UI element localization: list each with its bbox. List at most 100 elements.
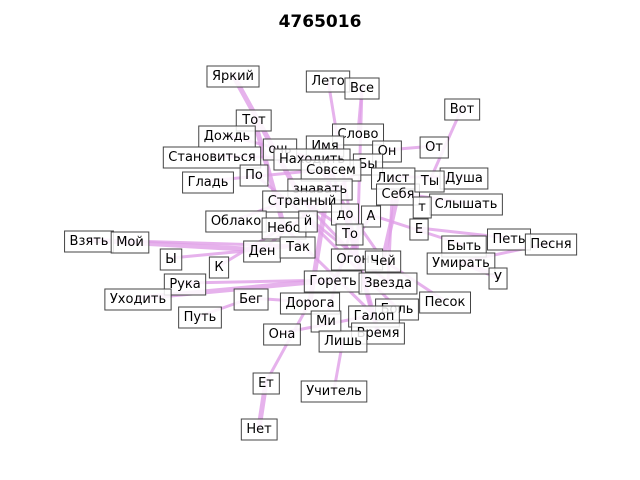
node-den: Ден [243, 240, 281, 263]
node-label: Учитель [306, 384, 362, 399]
node-label: Она [269, 327, 296, 342]
node-pet: Петь [486, 228, 532, 251]
node-label: Ден [249, 244, 276, 259]
node-label: Ет [258, 376, 274, 391]
node-label: Умирать [432, 256, 490, 271]
node-label: Рука [169, 277, 200, 292]
node-box [263, 323, 301, 346]
node-label: Все [350, 81, 374, 96]
node-vse: Все [344, 77, 380, 100]
node-t_mid: т [412, 196, 432, 219]
node-box [208, 256, 230, 279]
node-po: По [239, 164, 269, 187]
node-oblako: Облако [205, 210, 267, 233]
node-box [162, 146, 262, 169]
node-label: Лето [311, 74, 344, 89]
node-k: К [208, 256, 230, 279]
node-tak: Так [279, 236, 316, 259]
node-strannyy: Странный [262, 190, 342, 213]
node-box [335, 223, 364, 246]
node-box [344, 77, 380, 100]
node-goret: Гореть [303, 270, 363, 293]
node-label: От [425, 140, 443, 155]
node-put: Путь [178, 306, 222, 329]
node-doroga: Дорога [279, 292, 341, 315]
node-stanovitsya: Становиться [162, 146, 262, 169]
node-label: Петь [492, 232, 525, 247]
node-box [409, 218, 429, 241]
node-label: Яркий [212, 69, 254, 84]
node-zvezda: Звезда [358, 272, 418, 295]
node-box [300, 380, 368, 403]
node-label: Так [285, 240, 310, 255]
node-label: Облако [211, 214, 261, 229]
node-label: Дорога [285, 296, 334, 311]
node-label: Песня [530, 237, 571, 252]
node-box [364, 250, 402, 273]
node-mir: Ми [310, 310, 342, 333]
node-pesok: Песок [419, 291, 472, 314]
node-box [163, 273, 207, 296]
node-to: То [335, 223, 364, 246]
node-label: Бег [239, 292, 263, 307]
node-do: до [331, 203, 360, 226]
node-label: Мой [116, 235, 144, 250]
node-umirat: Умирать [426, 252, 496, 275]
node-net: Нет [240, 418, 278, 441]
node-box [159, 248, 183, 271]
node-pesnya: Песня [524, 233, 578, 256]
node-label: Вот [450, 102, 475, 117]
node-dozhd: Дождь [198, 125, 256, 148]
node-box [488, 267, 508, 290]
node-label: Небо [267, 221, 301, 236]
node-label: У [494, 271, 502, 286]
node-box [178, 306, 222, 329]
node-box [233, 288, 269, 311]
node-a_mid: А [361, 205, 382, 228]
node-vot: Вот [444, 98, 481, 121]
node-box [298, 210, 318, 233]
node-slovo: Слово [332, 123, 385, 146]
node-box [426, 252, 496, 275]
node-label: Ми [316, 314, 336, 329]
node-beg: Бег [233, 288, 269, 311]
node-leto: Лето [305, 70, 351, 93]
node-moy: Мой [110, 231, 150, 254]
node-label: То [341, 227, 358, 242]
node-label: Лишь [324, 334, 362, 349]
node-uhodit: Уходить [104, 288, 172, 311]
node-sovsem: Совсем [300, 159, 362, 182]
node-box [414, 170, 445, 193]
node-label: Галоп [354, 309, 395, 324]
node-label: Путь [184, 310, 217, 325]
node-label: Гореть [309, 274, 356, 289]
node-dusha: Душа [439, 167, 489, 190]
node-label: Ы [165, 252, 176, 267]
node-galop: Галоп [348, 305, 400, 328]
node-box [412, 196, 432, 219]
node-label: Гладь [188, 175, 229, 190]
node-label: Слышать [435, 197, 498, 212]
node-label: Становиться [168, 150, 255, 165]
node-label: Песок [425, 295, 466, 310]
node-label: Слово [338, 127, 379, 142]
node-ruka: Рука [163, 273, 207, 296]
node-box [419, 136, 449, 159]
node-lish: Лишь [318, 330, 368, 353]
node-box [239, 164, 269, 187]
node-label: Странный [268, 194, 337, 209]
graph-title: 4765016 [278, 12, 362, 32]
node-box [252, 372, 280, 395]
node-label: Нет [246, 422, 272, 437]
node-y_left: Ы [159, 248, 183, 271]
node-label: По [245, 168, 263, 183]
node-box [358, 272, 418, 295]
node-y_mid: й [298, 210, 318, 233]
node-e_mid: Е [409, 218, 429, 241]
node-sebya: Себя [376, 183, 420, 206]
node-box [182, 171, 234, 194]
node-box [376, 183, 420, 206]
node-chey: Чей [364, 250, 402, 273]
node-box [444, 98, 481, 121]
node-byt: Быть [441, 235, 487, 258]
